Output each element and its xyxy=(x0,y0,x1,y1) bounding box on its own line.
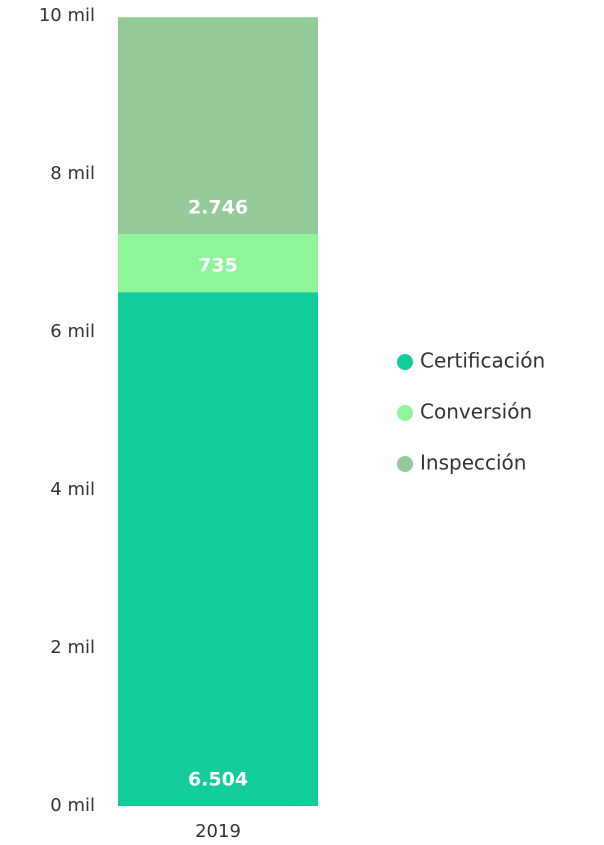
data-label: 6.504 xyxy=(188,769,248,791)
legend-marker xyxy=(397,405,413,421)
y-tick-label: 0 mil xyxy=(50,795,95,816)
y-tick-label: 4 mil xyxy=(50,479,95,500)
legend-marker xyxy=(397,354,413,370)
bar-segment xyxy=(118,17,318,235)
legend-label: Certificación xyxy=(420,349,545,373)
y-tick-label: 10 mil xyxy=(39,5,95,26)
bar-segment xyxy=(118,234,318,293)
legend-label: Inspección xyxy=(420,451,526,475)
x-tick-label: 2019 xyxy=(195,821,241,842)
data-label: 735 xyxy=(198,255,238,277)
legend-marker xyxy=(397,456,413,472)
data-label: 2.746 xyxy=(188,197,248,219)
y-tick-label: 6 mil xyxy=(50,321,95,342)
y-tick-label: 2 mil xyxy=(50,637,95,658)
y-tick-label: 8 mil xyxy=(50,163,95,184)
bar-segment xyxy=(118,292,318,807)
legend-label: Conversión xyxy=(420,400,532,424)
